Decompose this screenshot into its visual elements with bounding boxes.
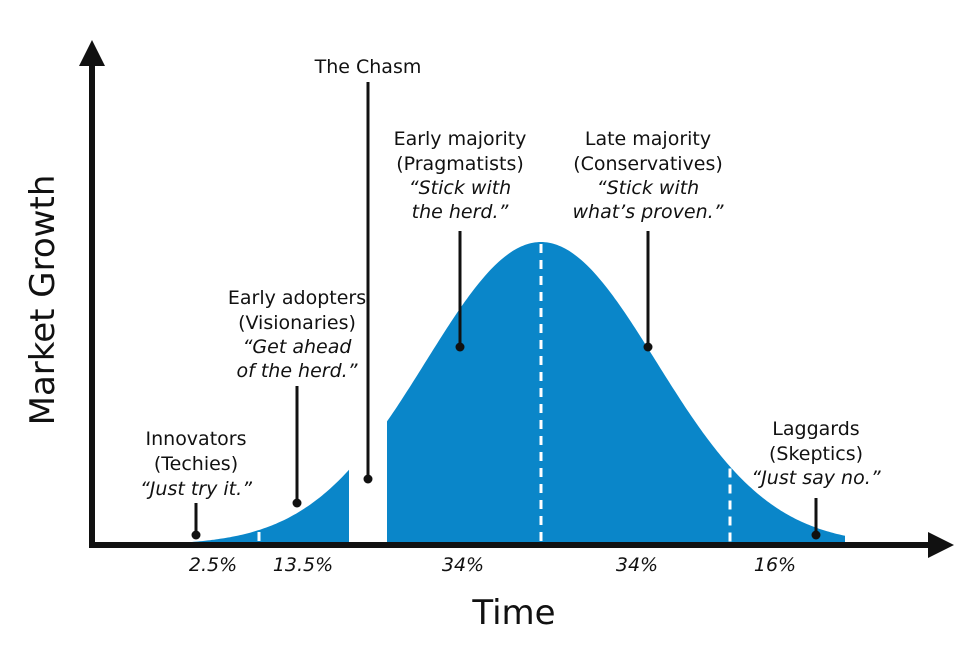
chasm-label: The Chasm [314,56,422,78]
curve-area-left [130,469,349,545]
segment-quote-line-2: the herd.” [412,201,509,223]
segment-label-laggards: Laggards (Skeptics) “Just say no.” [751,418,880,489]
pointer-late-majority [643,231,653,352]
segment-persona: (Skeptics) [769,443,863,465]
pointer-early-adopters [292,386,302,508]
x-axis-title: Time [471,593,555,633]
segment-quote-line-1: “Get ahead [243,336,353,358]
segment-label-late-majority: Late majority (Conservatives) “Stick wit… [572,128,723,223]
pointer-chasm [363,82,373,484]
segment-persona: (Techies) [154,453,238,475]
curve-area-right [387,242,845,545]
segment-persona: (Conservatives) [573,153,723,175]
segment-persona: (Pragmatists) [396,153,524,175]
share-laggards: 16% [754,554,796,576]
segment-quote-line-1: “Stick with [409,177,511,199]
segment-name: Late majority [585,128,711,150]
segment-name: Early adopters [228,287,366,309]
segment-name: Innovators [146,428,247,450]
segment-name: Early majority [394,128,527,150]
segment-quote-line-2: of the herd.” [236,360,357,382]
segment-persona: (Visionaries) [238,312,356,334]
y-axis-arrowhead [79,40,105,66]
segment-label-innovators: Innovators (Techies) “Just try it.” [140,428,252,500]
share-innovators: 2.5% [189,554,237,576]
share-early-majority: 34% [442,554,484,576]
pointer-laggards [811,498,821,540]
segment-quote-line-2: what’s proven.” [572,201,723,223]
segment-quote: “Just say no.” [751,467,880,489]
segment-quote-line-1: “Stick with [597,177,699,199]
pointer-early-majority [455,231,465,352]
x-axis-arrowhead [928,532,954,558]
segment-name: Laggards [772,418,859,440]
y-axis-title: Market Growth [23,175,63,426]
share-early-adopters: 13.5% [273,554,333,576]
share-late-majority: 34% [616,554,658,576]
segment-label-early-adopters: Early adopters (Visionaries) “Get ahead … [228,287,366,382]
segment-label-early-majority: Early majority (Pragmatists) “Stick with… [394,128,527,223]
segment-quote: “Just try it.” [140,478,252,500]
pointer-innovators [191,503,201,540]
